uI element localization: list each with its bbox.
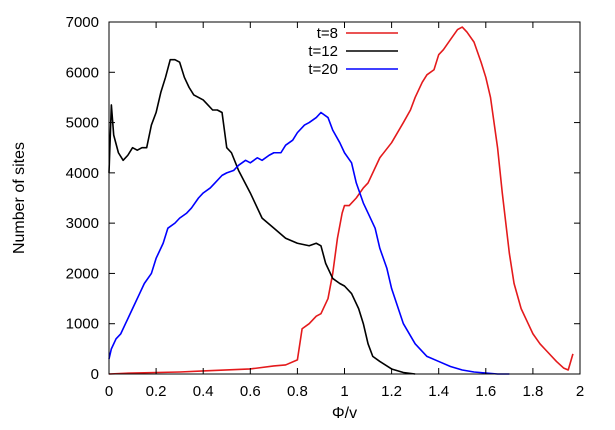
x-tick-label: 1 — [340, 383, 348, 400]
legend-label-t-20: t=20 — [308, 61, 338, 78]
series-line-t-20 — [108, 111, 510, 375]
y-tick-label: 7000 — [66, 14, 99, 31]
y-tick-label: 4000 — [66, 165, 99, 182]
x-tick-label: 1.6 — [475, 383, 496, 400]
x-tick-label: 1.2 — [381, 383, 402, 400]
series-line-t-12 — [108, 58, 416, 375]
y-tick-label: 5000 — [66, 115, 99, 132]
series-layer — [108, 26, 574, 375]
x-tick-label: 0.4 — [193, 383, 214, 400]
legend-label-t-8: t=8 — [317, 25, 338, 42]
y-tick-label: 3000 — [66, 215, 99, 232]
plot-frame — [108, 21, 581, 375]
x-axis-ticks: 0 0.2 0.4 0.6 0.8 1 1.2 1.4 1.6 1.8 2 — [105, 22, 584, 400]
y-axis-ticks: 0 1000 2000 3000 4000 5000 6000 7000 — [66, 14, 580, 383]
legend-label-t-12: t=12 — [308, 43, 338, 60]
x-tick-label: 0.6 — [240, 383, 261, 400]
x-tick-label: 1.4 — [428, 383, 449, 400]
legend: t=8t=12t=20 — [308, 25, 398, 78]
y-tick-label: 6000 — [66, 64, 99, 81]
axis-layer — [108, 21, 581, 375]
x-tick-label: 0 — [105, 383, 113, 400]
y-axis-title: Number of sites — [11, 142, 28, 254]
x-tick-label: 0.8 — [287, 383, 308, 400]
x-tick-label: 2 — [576, 383, 584, 400]
y-tick-label: 1000 — [66, 316, 99, 333]
x-axis-title: Φ/v — [332, 405, 357, 422]
y-tick-label: 2000 — [66, 265, 99, 282]
series-line-t-8 — [108, 26, 574, 375]
x-tick-label: 0.2 — [146, 383, 167, 400]
x-tick-label: 1.8 — [522, 383, 543, 400]
y-tick-label: 0 — [91, 366, 99, 383]
